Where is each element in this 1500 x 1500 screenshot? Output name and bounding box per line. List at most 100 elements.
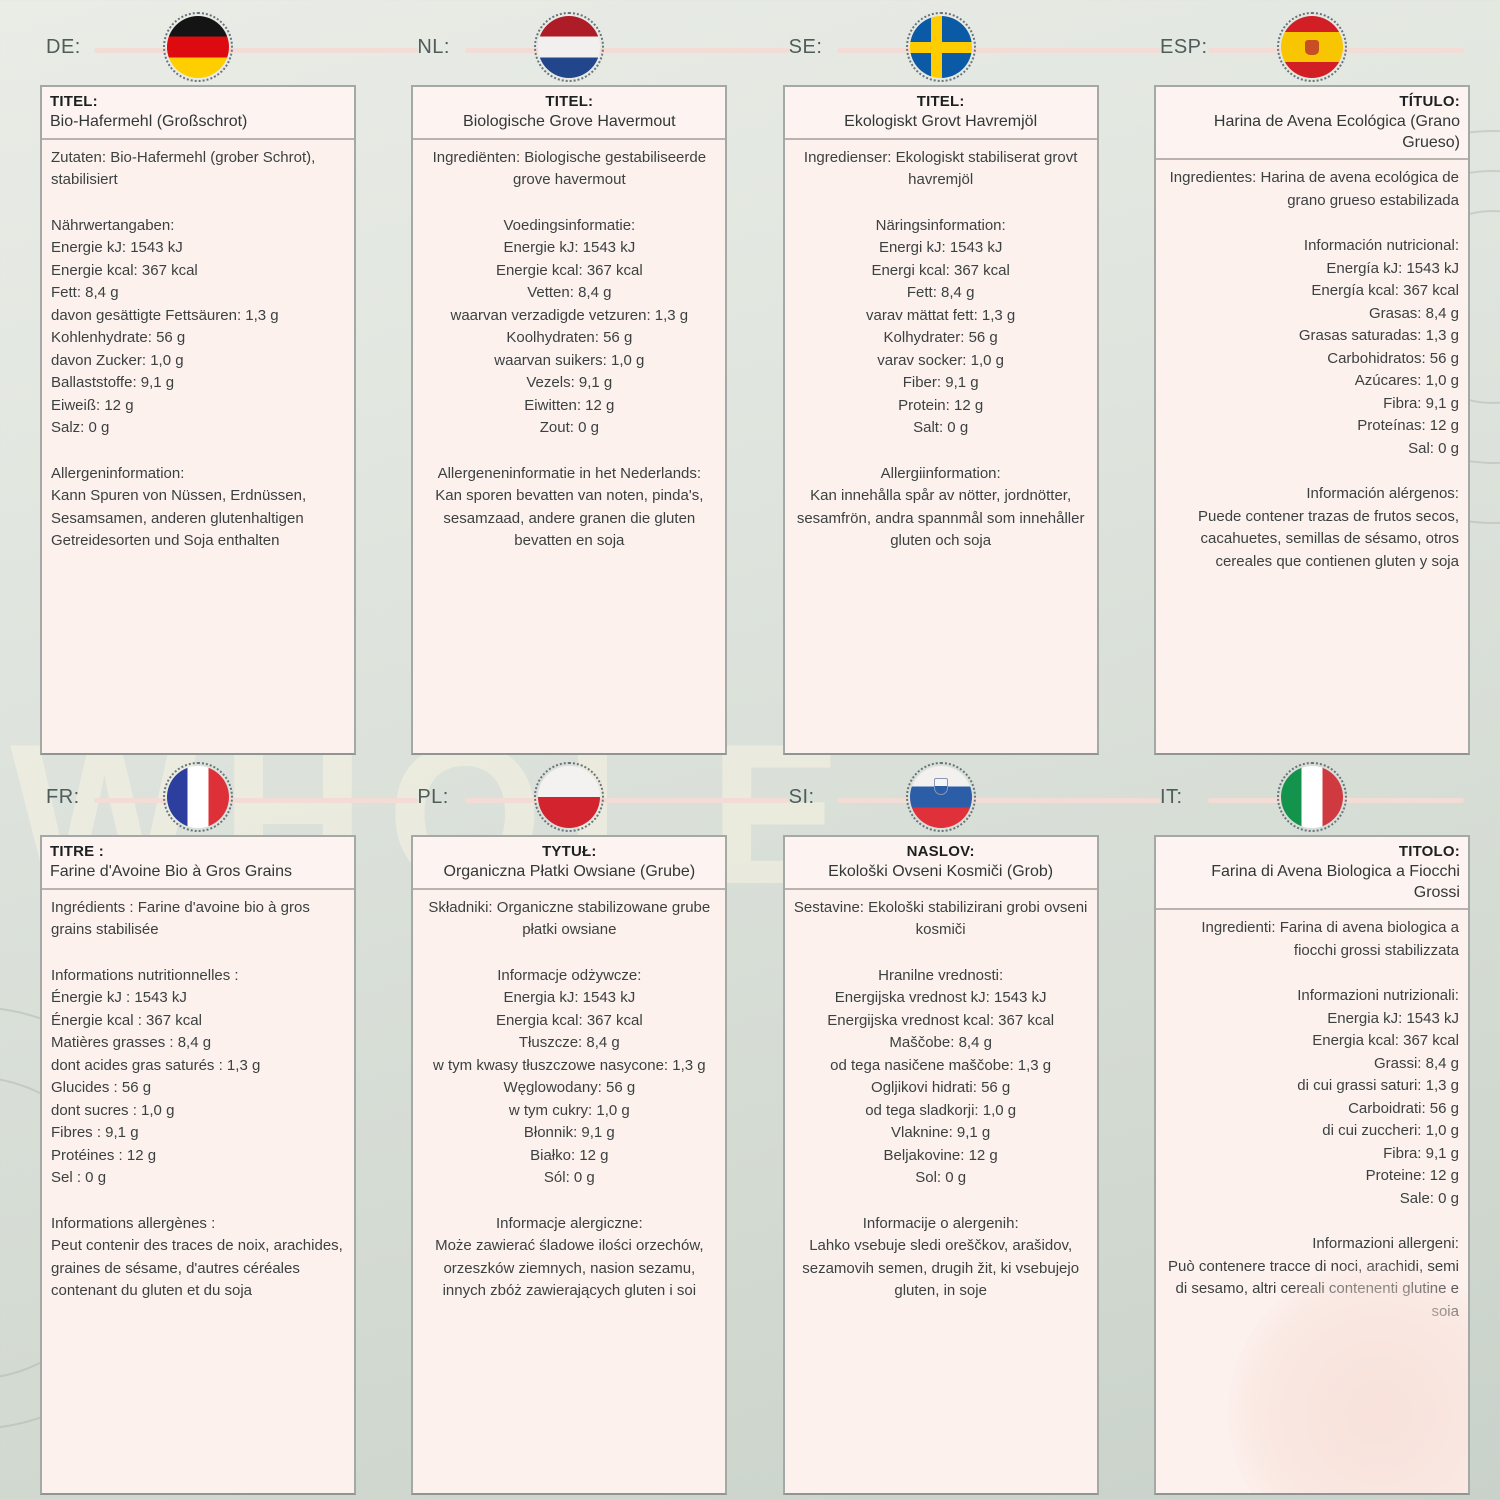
netherlands-flag-icon (538, 16, 601, 78)
ingredients-text: Składniki: Organiczne stabilizowane grub… (428, 898, 711, 939)
nutrition-list: Energi kJ: 1543 kJ Energi kcal: 367 kcal F… (794, 237, 1088, 440)
germany-flag-icon (167, 16, 229, 78)
label-panel-nl: NL: TITEL: Biologische Grove Havermout I… (411, 12, 790, 755)
nutrition-header: Informacje odżywcze: (497, 966, 642, 984)
nutrition-line: Energie kJ: 1543 kJ (503, 239, 636, 257)
nutrition-line: Matières grasses : 8,4 g (51, 1034, 212, 1052)
language-header: IT: (1154, 762, 1470, 832)
label-panel-esp: ESP: TÍTULO: Harina de Avena Ecológica (… (1153, 12, 1470, 755)
card-title-section: TÍTULO: Harina de Avena Ecológica (Grano… (1155, 87, 1468, 161)
nutrition-line: od tega sladkorji: 1,0 g (865, 1101, 1017, 1119)
nutrition-line: Fiber: 9,1 g (902, 374, 979, 392)
nutrition-header: Informazioni nutrizionali: (1297, 987, 1459, 1005)
header-divider-line (836, 48, 1161, 53)
allergen-text: Puede contener trazas de frutos secos, c… (1198, 507, 1459, 570)
nutrition-line: Tłuszcze: 8,4 g (518, 1034, 620, 1052)
nutrition-line: Carbohidratos: 56 g (1327, 349, 1459, 367)
language-header: SE: (783, 12, 1161, 82)
nutrition-line: Énergie kJ : 1543 kJ (51, 989, 187, 1007)
allergen-header: Allergiinformation: (880, 464, 1001, 482)
title-label: TITEL: (50, 93, 98, 110)
language-label: PL: (417, 786, 449, 808)
allergen-header: Información alérgenos: (1306, 485, 1459, 503)
allergen-text: Peut contenir des traces de noix, arachi… (51, 1237, 343, 1300)
card-title-section: TYTUŁ: Organiczna Płatki Owsiane (Grube) (413, 837, 726, 890)
nutrition-line: Energía kJ: 1543 kJ (1326, 259, 1459, 277)
nutrition-line: Vlaknine: 9,1 g (891, 1124, 991, 1142)
nutrition-line: Grassi: 8,4 g (1373, 1054, 1459, 1072)
nutrition-line: Sol: 0 g (915, 1169, 967, 1187)
header-divider-line (465, 48, 790, 53)
nutrition-list: Energía kJ: 1543 kJ Energía kcal: 367 kca… (1165, 258, 1459, 461)
germany-flag-icon (163, 12, 233, 82)
ingredients-text: Zutaten: Bio-Hafermehl (grober Schrot), … (51, 148, 316, 189)
allergen-text: Kan innehålla spår av nötter, jordnötter… (796, 487, 1085, 550)
nutrition-line: dont acides gras saturés : 1,3 g (51, 1056, 261, 1074)
ingredients-text: Ingrediënten: Biologische gestabiliseerd… (432, 148, 707, 189)
nutrition-line: Energijska vrednost kcal: 367 kcal (827, 1011, 1055, 1029)
product-title: Organiczna Płatki Owsiane (Grube) (443, 862, 696, 880)
card-body: Sestavine: Ekološki stabilizirani grobi … (785, 890, 1097, 1310)
allergen-header: Informacije o alergenih: (862, 1214, 1019, 1232)
header-divider-line (94, 48, 418, 53)
nutrition-line: davon gesättigte Fettsäuren: 1,3 g (51, 306, 279, 324)
allergen-header: Informations allergènes : (51, 1214, 216, 1232)
nutrition-line: Fett: 8,4 g (906, 284, 975, 302)
language-label: FR: (46, 786, 80, 808)
language-label: SE: (788, 36, 823, 58)
product-title: Bio-Hafermehl (Großschrot) (50, 112, 248, 130)
header-divider-line (465, 798, 790, 803)
label-panel-pl: PL: TYTUŁ: Organiczna Płatki Owsiane (Gr… (411, 762, 790, 1495)
label-card: TÍTULO: Harina de Avena Ecológica (Grano… (1153, 85, 1470, 755)
header-divider-line (836, 798, 1161, 803)
nutrition-line: Fibra: 9,1 g (1383, 394, 1459, 412)
card-body: Ingrediënten: Biologische gestabiliseerd… (413, 140, 725, 560)
title-label: TYTUŁ: (542, 843, 597, 860)
label-card: TITEL: Ekologiskt Grovt Havremjöl Ingred… (782, 85, 1099, 755)
label-row-top: DE: TITEL: Bio-Hafermehl (Großschrot) Zu… (0, 12, 1500, 755)
allergen-header: Informacje alergiczne: (495, 1214, 643, 1232)
nutrition-line: Energie kcal: 367 kcal (51, 261, 198, 279)
card-body: Ingredientes: Harina de avena ecológica … (1156, 160, 1468, 580)
card-title-section: TITEL: Bio-Hafermehl (Großschrot) (42, 87, 354, 140)
title-label: NASLOV: (906, 843, 975, 860)
nutrition-line: Sale: 0 g (1399, 1189, 1459, 1207)
allergen-text: Può contenere tracce di noci, arachidi, … (1168, 1257, 1459, 1320)
product-title: Farine d'Avoine Bio à Gros Grains (50, 862, 292, 880)
language-header: FR: (40, 762, 418, 832)
slovenia-flag-icon (905, 762, 976, 832)
nutrition-line: Białko: 12 g (530, 1146, 609, 1164)
nutrition-line: Energie kcal: 367 kcal (495, 261, 643, 279)
nutrition-list: Energie kJ: 1543 kJ Energie kcal: 367 kca… (422, 237, 716, 440)
allergen-text: Kan sporen bevatten van noten, pinda's, … (435, 487, 704, 550)
card-body: Zutaten: Bio-Hafermehl (grober Schrot), … (42, 140, 354, 560)
title-label: TITEL: (545, 93, 594, 110)
nutrition-line: Salt: 0 g (913, 419, 969, 437)
label-row-bottom: FR: TITRE : Farine d'Avoine Bio à Gros G… (0, 762, 1500, 1495)
nutrition-header: Información nutricional: (1303, 237, 1459, 255)
nutrition-line: Energía kcal: 367 kcal (1311, 282, 1459, 300)
nutrition-line: Carboidrati: 56 g (1348, 1099, 1459, 1117)
language-label: NL: (417, 36, 450, 58)
card-body: Ingredienti: Farina di avena biologica a… (1156, 910, 1468, 1330)
label-panel-it: IT: TITOLO: Farina di Avena Biologica a … (1153, 762, 1470, 1495)
nutrition-line: Energijska vrednost kJ: 1543 kJ (834, 989, 1047, 1007)
nutrition-header: Voedingsinformatie: (503, 216, 636, 234)
ingredients-text: Ingrédients : Farine d'avoine bio à gros… (51, 898, 310, 939)
header-divider-line (94, 798, 418, 803)
card-body: Składniki: Organiczne stabilizowane grub… (413, 890, 725, 1310)
language-header: DE: (40, 12, 418, 82)
spain-flag-icon (1280, 16, 1343, 78)
nutrition-header: Nährwertangaben: (51, 216, 175, 234)
italy-flag-icon (1280, 766, 1343, 828)
card-body: Ingrédients : Farine d'avoine bio à gros… (42, 890, 354, 1310)
nutrition-line: Proteine: 12 g (1365, 1167, 1459, 1185)
card-title-section: TITOLO: Farina di Avena Biologica a Fioc… (1155, 837, 1468, 911)
nutrition-list: Energie kJ: 1543 kJ Energie kcal: 367 kca… (51, 237, 345, 440)
language-label: DE: (46, 36, 81, 58)
nutrition-line: dont sucres : 1,0 g (51, 1101, 175, 1119)
nutrition-line: Energia kJ: 1543 kJ (503, 989, 636, 1007)
nutrition-line: Eiweiß: 12 g (51, 396, 134, 414)
label-panel-se: SE: TITEL: Ekologiskt Grovt Havremjöl In… (782, 12, 1161, 755)
nutrition-line: Grasas: 8,4 g (1368, 304, 1459, 322)
